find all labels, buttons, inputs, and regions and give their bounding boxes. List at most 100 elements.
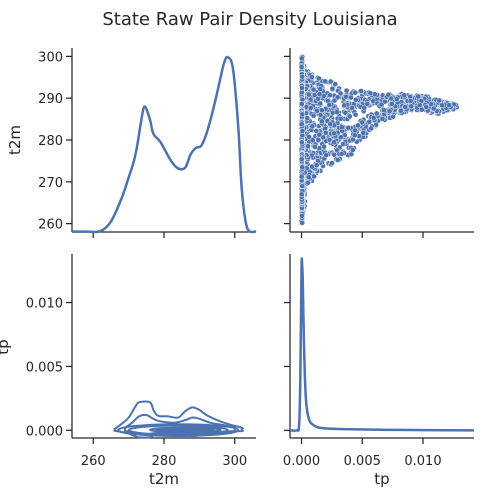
panel-tp-density: 0.000 0.005 0.010 xyxy=(283,254,475,469)
scatter-point xyxy=(398,107,404,114)
y-tick-label: 260 xyxy=(38,218,63,233)
scatter-point xyxy=(352,96,359,103)
scatter-point xyxy=(349,105,355,111)
scatter-point xyxy=(331,130,337,137)
panel-kde-contour-t2m-vs-tp: 260 280 300 0.000 0.005 0.010 xyxy=(26,254,256,469)
scatter-point xyxy=(358,88,364,94)
xlabel-col-2: tp xyxy=(374,470,389,488)
scatter-point xyxy=(407,98,414,104)
scatter-point xyxy=(315,75,322,82)
scatter-point xyxy=(367,90,374,97)
scatter-point xyxy=(331,151,338,158)
scatter-point xyxy=(327,92,333,99)
scatter-point xyxy=(298,173,305,180)
ylabel-row-2: tp xyxy=(0,339,12,354)
scatter-point xyxy=(348,94,354,101)
scatter-point xyxy=(305,174,312,181)
scatter-point xyxy=(329,85,336,92)
scatter-point xyxy=(366,118,373,125)
scatter-point xyxy=(317,100,324,107)
x-tick-label: 0.010 xyxy=(404,454,441,469)
scatter-point xyxy=(310,112,317,119)
scatter-point xyxy=(327,121,334,128)
x-tick-label: 0.000 xyxy=(283,454,320,469)
scatter-point xyxy=(298,156,305,163)
scatter-point xyxy=(317,112,324,119)
scatter-point xyxy=(385,91,392,98)
scatter-point xyxy=(340,141,347,147)
scatter-point xyxy=(315,136,322,143)
scatter-point xyxy=(381,107,387,113)
contour-line xyxy=(124,413,236,436)
scatter-point xyxy=(311,92,318,98)
scatter-point xyxy=(423,104,430,110)
scatter-point xyxy=(323,152,330,158)
scatter-point xyxy=(402,104,409,110)
scatter-point xyxy=(298,101,305,107)
scatter-point xyxy=(331,97,338,104)
scatter-point xyxy=(401,92,408,99)
scatter-point xyxy=(341,102,347,109)
scatter-point xyxy=(299,128,306,134)
scatter-point xyxy=(299,183,306,189)
scatter-point xyxy=(370,114,377,121)
scatter-point xyxy=(312,144,318,150)
x-tick-label: 280 xyxy=(152,454,177,469)
scatter-point xyxy=(316,131,323,138)
scatter-point xyxy=(298,64,305,70)
scatter-point xyxy=(306,91,312,98)
contour-line xyxy=(163,428,208,432)
y-tick-label: 290 xyxy=(38,92,63,107)
chart-title: State Raw Pair Density Louisiana xyxy=(102,9,397,30)
scatter-point xyxy=(334,157,341,163)
scatter-point xyxy=(309,137,316,144)
panel-t2m-density: 260 270 280 290 300 xyxy=(38,48,257,238)
scatter-point xyxy=(346,113,353,120)
scatter-point xyxy=(307,96,314,103)
scatter-point xyxy=(436,97,442,104)
scatter-point xyxy=(359,119,366,126)
y-tick-label: 0.000 xyxy=(26,424,63,439)
y-tick-label: 300 xyxy=(38,50,63,65)
scatter-point xyxy=(311,173,317,180)
scatter-point xyxy=(390,113,396,120)
scatter-point xyxy=(318,118,325,125)
scatter-point xyxy=(368,125,375,132)
scatter-point xyxy=(386,108,393,115)
scatter-point xyxy=(299,111,306,118)
kde-line-tp xyxy=(289,257,475,432)
scatter-point xyxy=(349,147,356,153)
scatter-point xyxy=(317,86,324,92)
scatter-point xyxy=(337,134,344,141)
scatter-point xyxy=(298,191,305,198)
y-tick-label: 280 xyxy=(38,134,63,149)
scatter-point xyxy=(343,93,349,100)
scatter-point xyxy=(326,102,333,108)
scatter-point xyxy=(299,219,305,226)
scatter-point xyxy=(307,105,314,111)
scatter-point xyxy=(430,105,437,112)
scatter-point xyxy=(352,111,359,118)
scatter-point xyxy=(337,90,344,97)
contour-line xyxy=(113,400,244,439)
scatter-point xyxy=(355,122,361,129)
scatter-point xyxy=(332,81,339,87)
scatter-point xyxy=(373,110,380,117)
x-tick-label: 300 xyxy=(222,454,247,469)
scatter-point xyxy=(331,139,337,146)
scatter-point xyxy=(345,124,352,131)
x-tick-label: 0.005 xyxy=(344,454,381,469)
scatter-point xyxy=(298,55,305,62)
scatter-point xyxy=(337,116,344,122)
scatter-point xyxy=(299,212,305,219)
y-tick-label: 0.010 xyxy=(26,297,63,312)
scatter-point xyxy=(299,85,305,91)
scatter-point xyxy=(299,164,306,171)
scatter-point xyxy=(304,115,311,121)
scatter-point xyxy=(361,104,368,111)
scatter-point xyxy=(378,101,385,108)
scatter-point xyxy=(299,73,305,80)
scatter-point xyxy=(329,160,335,166)
scatter-point xyxy=(326,137,333,143)
